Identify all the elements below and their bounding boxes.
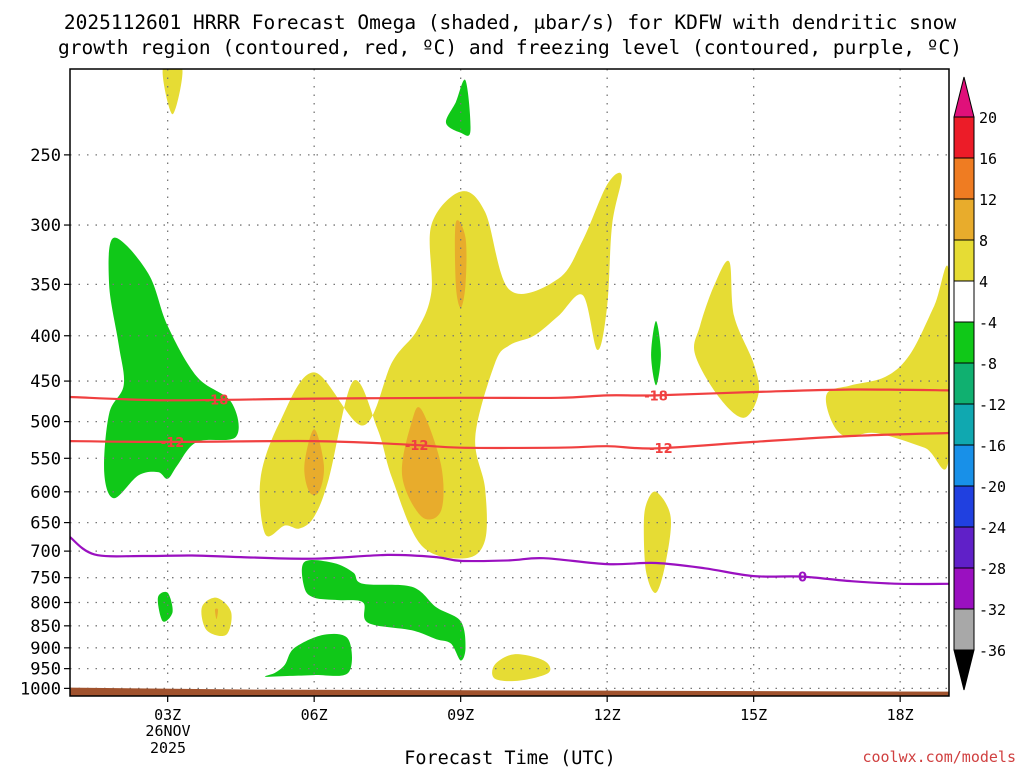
- colorbar-label-12: -32: [979, 601, 1006, 619]
- colorbar-swatch-6: [953, 362, 975, 405]
- y-tick-label-900: 900: [30, 639, 61, 659]
- x-tick-label-18Z: 18Z: [887, 706, 914, 724]
- contour-label--12-0: -12: [161, 436, 185, 451]
- colorbar-label-5: -4: [979, 314, 997, 332]
- title: 2025112601 HRRR Forecast Omega (shaded, …: [58, 11, 962, 59]
- y-axis-labels: 2503003504004505005506006507007508008509…: [20, 146, 70, 699]
- y-tick-label-550: 550: [30, 449, 61, 469]
- colorbar-bottom-arrow: [953, 649, 975, 691]
- omega-region-green-9: [651, 321, 661, 386]
- contour-label--12-2: -12: [649, 442, 673, 457]
- colorbar-swatch-10: [953, 526, 975, 569]
- y-tick-label-850: 850: [30, 617, 61, 637]
- omega-region-orange-5: [401, 407, 444, 520]
- date-label-day: 26NOV: [145, 722, 190, 740]
- colorbar-swatch-11: [953, 567, 975, 610]
- y-tick-label-1000: 1000: [20, 679, 61, 699]
- y-tick-label-250: 250: [30, 146, 61, 166]
- x-tick-label-03Z: 03Z: [154, 706, 181, 724]
- colorbar-swatch-9: [953, 485, 975, 528]
- y-tick-label-950: 950: [30, 660, 61, 680]
- y-tick-label-700: 700: [30, 542, 61, 562]
- colorbar-swatch-8: [953, 444, 975, 487]
- surface-terrain: [70, 687, 949, 696]
- colorbar-label-7: -12: [979, 396, 1006, 414]
- omega-region-orange-14: [214, 608, 219, 619]
- colorbar-label-11: -28: [979, 560, 1006, 578]
- omega-region-yellow-7: [694, 260, 760, 418]
- colorbar-label-1: 16: [979, 150, 997, 168]
- omega-region-yellow-2: [259, 172, 622, 559]
- colorbar-swatch-4: [953, 280, 975, 323]
- y-tick-label-750: 750: [30, 569, 61, 589]
- omega-region-yellow-16: [492, 654, 551, 682]
- omega-region-green-11: [301, 560, 466, 661]
- date-label-year: 2025: [150, 739, 186, 757]
- colorbar-label-2: 12: [979, 191, 997, 209]
- plot-regions-layer: [104, 69, 949, 682]
- y-tick-label-600: 600: [30, 483, 61, 503]
- plot-frame: [69, 68, 950, 697]
- colorbar-swatch-1: [953, 157, 975, 200]
- omega-region-orange-3: [454, 220, 467, 308]
- contour-label--18-1: -18: [644, 389, 668, 404]
- omega-region-green-6: [104, 237, 239, 499]
- x-tick-label-06Z: 06Z: [301, 706, 328, 724]
- x-axis-labels: 03Z 06Z 09Z 12Z 15Z 18Z: [154, 696, 914, 724]
- colorbar-swatch-2: [953, 198, 975, 241]
- chart-title-line-2: growth region (contoured, red, ºC) and f…: [58, 36, 962, 59]
- omega-region-yellow-10: [643, 491, 672, 593]
- colorbar-label-0: 20: [979, 109, 997, 127]
- omega-region-green-1: [445, 79, 471, 136]
- colorbar-swatch-3: [953, 239, 975, 282]
- dgz-contour--18: [70, 388, 949, 402]
- colorbar-label-10: -24: [979, 519, 1006, 537]
- ground-layer: [70, 687, 949, 696]
- colorbar: 20 16 12 8 4 -4 -8 -12 -16 -20 -24 -28 -32 -36: [953, 76, 1006, 691]
- y-tick-label-500: 500: [30, 413, 61, 433]
- chart-title-line-1: 2025112601 HRRR Forecast Omega (shaded, …: [64, 11, 956, 34]
- colorbar-label-13: -36: [979, 642, 1006, 660]
- colorbar-swatch-7: [953, 403, 975, 446]
- y-tick-label-400: 400: [30, 327, 61, 347]
- colorbar-swatch-0: [953, 116, 975, 159]
- y-tick-label-350: 350: [30, 275, 61, 295]
- colorbar-label-8: -16: [979, 437, 1006, 455]
- colorbar-swatch-12: [953, 608, 975, 651]
- freezing-level-contour-0: [70, 536, 949, 586]
- omega-region-orange-4: [304, 429, 325, 496]
- omega-region-green-15: [264, 633, 352, 677]
- contour-label-0-0: 0: [798, 571, 807, 586]
- colorbar-top-arrow: [953, 76, 975, 118]
- contour-label--12-1: -12: [405, 439, 429, 454]
- y-tick-label-450: 450: [30, 372, 61, 392]
- contours-layer: -18 -18 -12 -12 -12 0: [70, 388, 949, 586]
- x-tick-label-15Z: 15Z: [740, 706, 767, 724]
- colorbar-label-4: 4: [979, 273, 988, 291]
- colorbar-label-9: -20: [979, 478, 1006, 496]
- x-tick-label-12Z: 12Z: [594, 706, 621, 724]
- colorbar-label-6: -8: [979, 355, 997, 373]
- y-tick-label-650: 650: [30, 514, 61, 534]
- colorbar-swatch-5: [953, 321, 975, 364]
- watermark: coolwx.com/models: [862, 748, 1016, 766]
- colorbar-label-3: 8: [979, 232, 988, 250]
- omega-region-yellow-0: [162, 69, 183, 115]
- dgz-contour--12: [70, 431, 949, 450]
- contour-label--18-0: -18: [205, 394, 229, 409]
- omega-region-yellow-8: [825, 265, 949, 470]
- x-axis-title: Forecast Time (UTC): [404, 748, 616, 768]
- y-tick-label-300: 300: [30, 216, 61, 236]
- x-tick-label-09Z: 09Z: [447, 706, 474, 724]
- y-tick-label-800: 800: [30, 594, 61, 614]
- omega-region-green-12: [157, 591, 173, 622]
